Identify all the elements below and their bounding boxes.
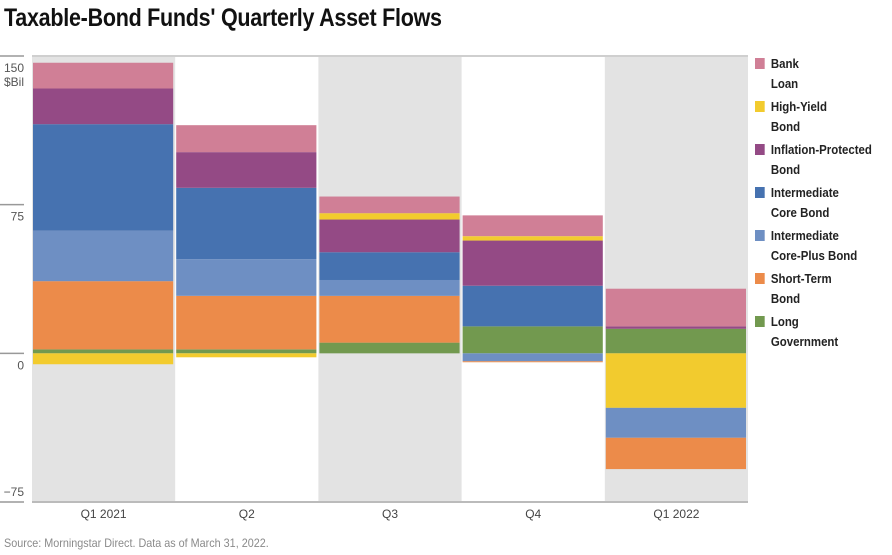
- bar-segment: [176, 125, 317, 153]
- x-category-label: Q4: [525, 507, 541, 521]
- legend-swatch: [755, 316, 765, 327]
- legend-swatch: [755, 230, 765, 241]
- legend-label: Intermediate Core-Plus Bond: [770, 228, 858, 263]
- y-tick-label: 75: [11, 210, 25, 224]
- legend-swatch: [755, 58, 765, 69]
- bar-segment: [605, 288, 746, 327]
- bar-segment: [33, 281, 174, 350]
- bar-segment: [319, 196, 460, 214]
- legend-item: Short-Term Bond: [755, 269, 850, 308]
- x-category-label: Q2: [239, 507, 255, 521]
- bar-segment: [605, 328, 746, 354]
- legend-swatch: [755, 101, 765, 112]
- legend-label: High-Yield Bond: [770, 99, 827, 134]
- bar-segment: [462, 285, 603, 327]
- legend-item: Long Government: [755, 312, 838, 351]
- x-category-label: Q3: [382, 507, 398, 521]
- bar-segment: [462, 361, 603, 363]
- x-category-label: Q1 2021: [81, 507, 127, 521]
- bar-segment: [176, 295, 317, 350]
- bar-segment: [319, 279, 460, 296]
- bar-segment: [176, 353, 317, 358]
- bar-segment: [33, 88, 174, 125]
- legend-swatch: [755, 273, 765, 284]
- bar-segment: [605, 437, 746, 470]
- legend-label: Intermediate Core Bond: [770, 185, 839, 220]
- bar-segment: [33, 62, 174, 89]
- bar-segment: [33, 230, 174, 282]
- bar-segment: [33, 124, 174, 231]
- bar-segment: [176, 349, 317, 354]
- bar-segment: [462, 236, 603, 241]
- bar-segment: [176, 152, 317, 188]
- y-tick-label: 150: [4, 61, 24, 75]
- bar-segment: [462, 215, 603, 237]
- source-note: Source: Morningstar Direct. Data as of M…: [4, 536, 269, 550]
- bar-segment: [605, 326, 746, 329]
- bar-segment: [33, 349, 174, 354]
- bar-segment: [33, 353, 174, 365]
- bar-segment: [176, 259, 317, 296]
- legend-swatch: [755, 187, 765, 198]
- legend: Bank Loan High-Yield Bond Inflation-Protec…: [755, 54, 890, 355]
- legend-label: Long Government: [770, 314, 839, 349]
- bar-segment: [605, 353, 746, 408]
- bar-segment: [176, 187, 317, 260]
- y-tick-label: −75: [4, 485, 25, 499]
- legend-label: Bank Loan: [770, 56, 799, 91]
- legend-item: Intermediate Core-Plus Bond: [755, 226, 859, 265]
- legend-label: Short-Term Bond: [770, 271, 832, 306]
- legend-item: High-Yield Bond: [755, 97, 850, 136]
- chart-title: Taxable-Bond Funds' Quarterly Asset Flow…: [4, 4, 442, 32]
- legend-label: Inflation-Protected Bond: [770, 142, 872, 177]
- legend-item: Inflation-Protected Bond: [755, 140, 892, 179]
- bar-segment: [319, 295, 460, 343]
- legend-item: Bank Loan: [755, 54, 824, 93]
- y-axis-unit: $Bil: [4, 75, 24, 89]
- bar-segment: [319, 252, 460, 280]
- bar-segment: [605, 407, 746, 438]
- bar-segment: [319, 342, 460, 354]
- legend-swatch: [755, 144, 765, 155]
- bar-segment: [462, 326, 603, 354]
- bar-segment: [462, 240, 603, 286]
- x-category-label: Q1 2022: [653, 507, 699, 521]
- bar-segment: [462, 353, 603, 362]
- bar-segment: [319, 219, 460, 253]
- legend-item: Intermediate Core Bond: [755, 183, 850, 222]
- bar-segment: [319, 213, 460, 220]
- y-tick-label: 0: [17, 358, 24, 372]
